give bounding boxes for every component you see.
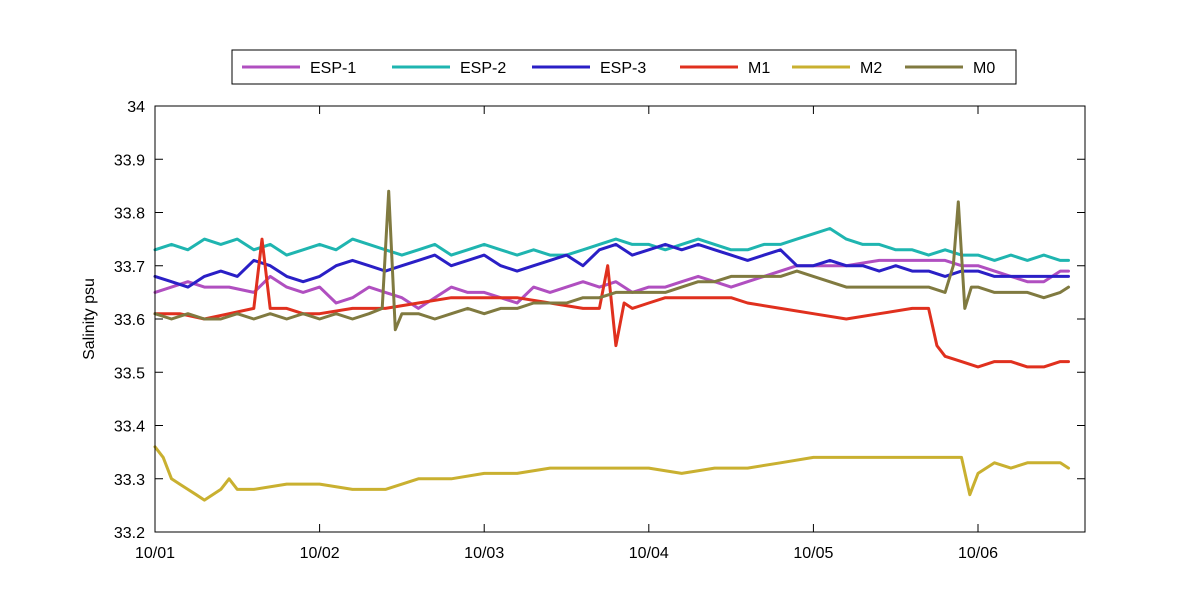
y-axis-label: Salinity psu bbox=[81, 278, 98, 360]
legend: ESP-1 ESP-2 ESP-3 M1 M2 M0 bbox=[231, 49, 1017, 85]
legend-label-m0: M0 bbox=[973, 60, 995, 77]
x-tick-label: 10/03 bbox=[464, 545, 504, 562]
x-tick-label: 10/02 bbox=[300, 545, 340, 562]
x-tick-label: 10/01 bbox=[135, 545, 175, 562]
y-tick-label: 33.6 bbox=[114, 312, 145, 329]
y-tick-label: 33.2 bbox=[114, 525, 145, 542]
series-line-esp-3 bbox=[153, 242, 1070, 289]
legend-label-m2: M2 bbox=[860, 60, 882, 77]
series-line-m1 bbox=[153, 237, 1070, 369]
y-tick-label: 33.8 bbox=[114, 206, 145, 223]
legend-label-esp-1: ESP-1 bbox=[310, 60, 356, 77]
y-tick-label: 33.3 bbox=[114, 472, 145, 489]
legend-label-esp-2: ESP-2 bbox=[460, 60, 506, 77]
series-line-m2 bbox=[153, 445, 1070, 502]
y-tick-label: 33.4 bbox=[114, 419, 145, 436]
y-tick-label: 33.9 bbox=[114, 152, 145, 169]
ticks-layer: 10/01 10/02 10/03 10/04 10/05 10/06 33.2 33.3 33… bbox=[114, 99, 1085, 562]
series-line-m0 bbox=[153, 189, 1070, 332]
x-tick-label: 10/04 bbox=[629, 545, 669, 562]
legend-items: ESP-1 ESP-2 ESP-3 M1 M2 M0 bbox=[242, 60, 995, 77]
y-tick-label: 34 bbox=[127, 99, 145, 116]
series-layer bbox=[153, 189, 1070, 502]
legend-box bbox=[231, 49, 1017, 85]
series-line-esp-2 bbox=[153, 227, 1070, 262]
legend-label-esp-3: ESP-3 bbox=[600, 60, 646, 77]
series-line-esp-1 bbox=[153, 258, 1070, 310]
y-tick-label: 33.7 bbox=[114, 259, 145, 276]
legend-label-m1: M1 bbox=[748, 60, 770, 77]
y-tick-label: 33.5 bbox=[114, 365, 145, 382]
x-tick-label: 10/06 bbox=[958, 545, 998, 562]
x-tick-label: 10/05 bbox=[793, 545, 833, 562]
